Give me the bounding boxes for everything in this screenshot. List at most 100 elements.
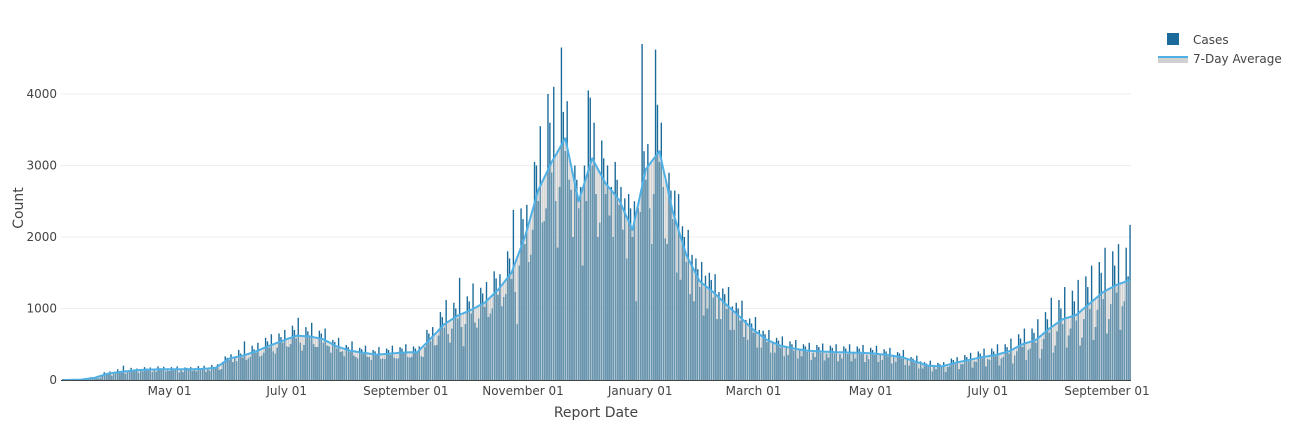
overlap-bar	[901, 359, 902, 380]
overlap-bar	[807, 352, 808, 380]
overlap-bar	[559, 187, 560, 380]
overlap-bar	[476, 328, 477, 380]
overlap-bar	[459, 315, 460, 380]
overlap-bar	[860, 354, 861, 380]
y-tick-label: 3000	[26, 159, 57, 173]
overlap-bar	[778, 345, 779, 380]
overlap-bar	[590, 164, 591, 380]
x-tick-label: May 01	[148, 384, 192, 398]
overlap-bar	[415, 352, 416, 380]
overlap-bar	[762, 337, 763, 380]
overlap-bar	[1053, 353, 1054, 380]
overlap-bar	[175, 369, 176, 380]
overlap-bar	[958, 369, 959, 380]
legend-item-cases[interactable]: Cases	[1167, 33, 1229, 47]
overlap-bar	[298, 336, 299, 380]
overlap-bar	[953, 363, 954, 380]
overlap-bar	[470, 314, 471, 380]
overlap-bar	[480, 305, 481, 380]
overlap-bar	[918, 369, 919, 380]
overlap-bar	[1041, 349, 1042, 380]
overlap-bar	[136, 370, 137, 380]
overlap-bar	[818, 351, 819, 380]
overlap-bar	[1037, 338, 1038, 380]
overlap-bar	[303, 345, 304, 380]
overlap-bar	[411, 357, 412, 380]
overlap-bar	[910, 360, 911, 380]
overlap-bar	[467, 312, 468, 380]
overlap-bar	[499, 287, 500, 380]
overlap-bar	[1106, 334, 1107, 380]
overlap-bar	[978, 358, 979, 380]
overlap-bar	[146, 370, 147, 380]
overlap-bar	[543, 221, 544, 380]
overlap-bar	[972, 368, 973, 380]
overlap-bar	[1079, 346, 1080, 380]
overlap-bar	[837, 361, 838, 380]
overlap-bar	[442, 326, 443, 380]
x-tick-label: July 01	[265, 384, 307, 398]
overlap-bar	[396, 359, 397, 380]
overlap-bar	[159, 369, 160, 380]
overlap-bar	[503, 297, 504, 380]
overlap-bar	[553, 159, 554, 380]
overlap-bar	[382, 359, 383, 380]
overlap-bar	[1045, 332, 1046, 380]
overlap-bar	[805, 350, 806, 380]
overlap-bar	[1033, 341, 1034, 380]
legend-item-7-day-average[interactable]: 7-Day Average	[1158, 52, 1282, 66]
overlap-bar	[1097, 310, 1098, 380]
overlap-bar	[547, 170, 548, 380]
x-tick-label: July 01	[967, 384, 1009, 398]
overlap-bar	[520, 247, 521, 380]
overlap-bar	[866, 355, 867, 380]
overlap-bar	[747, 340, 748, 380]
overlap-bar	[726, 309, 727, 380]
overlap-bar	[795, 349, 796, 380]
overlap-bar	[970, 360, 971, 380]
overlap-bar	[409, 358, 410, 380]
overlap-bar	[784, 356, 785, 380]
overlap-bar	[638, 208, 639, 380]
overlap-bar	[1118, 284, 1119, 380]
overlap-bar	[497, 295, 498, 380]
overlap-bar	[119, 372, 120, 380]
overlap-bar	[495, 292, 496, 380]
overlap-bar	[941, 367, 942, 380]
overlap-bar	[203, 369, 204, 380]
overlap-bar	[785, 348, 786, 380]
overlap-bar	[353, 356, 354, 380]
overlap-bar	[493, 294, 494, 380]
overlap-bar	[653, 194, 654, 380]
overlap-bar	[664, 238, 665, 380]
legend[interactable]: Cases 7-Day Average	[1158, 33, 1282, 66]
overlap-bar	[148, 371, 149, 380]
overlap-bar	[812, 353, 813, 380]
overlap-bar	[956, 362, 957, 380]
overlap-bar	[835, 352, 836, 380]
overlap-bar	[413, 352, 414, 380]
overlap-bar	[688, 259, 689, 380]
overlap-bar	[793, 351, 794, 380]
overlap-bar	[271, 345, 272, 380]
overlap-bar	[157, 369, 158, 380]
overlap-bar	[311, 337, 312, 380]
overlap-bar	[330, 353, 331, 380]
overlap-bar	[1047, 330, 1048, 380]
overlap-bar	[780, 348, 781, 380]
overlap-bar	[347, 350, 348, 380]
overlap-bar	[509, 275, 510, 380]
overlap-bar	[987, 359, 988, 380]
overlap-bar	[697, 278, 698, 380]
overlap-bar	[236, 361, 237, 380]
overlap-bar	[1093, 340, 1094, 380]
overlap-bar	[507, 278, 508, 380]
y-tick-label: 1000	[26, 302, 57, 316]
overlap-bar	[342, 351, 343, 380]
x-axis-label: Report Date	[554, 405, 638, 421]
overlap-bar	[100, 378, 101, 380]
overlap-bar	[734, 330, 735, 380]
overlap-bar	[645, 180, 646, 380]
overlap-bar	[924, 364, 925, 380]
